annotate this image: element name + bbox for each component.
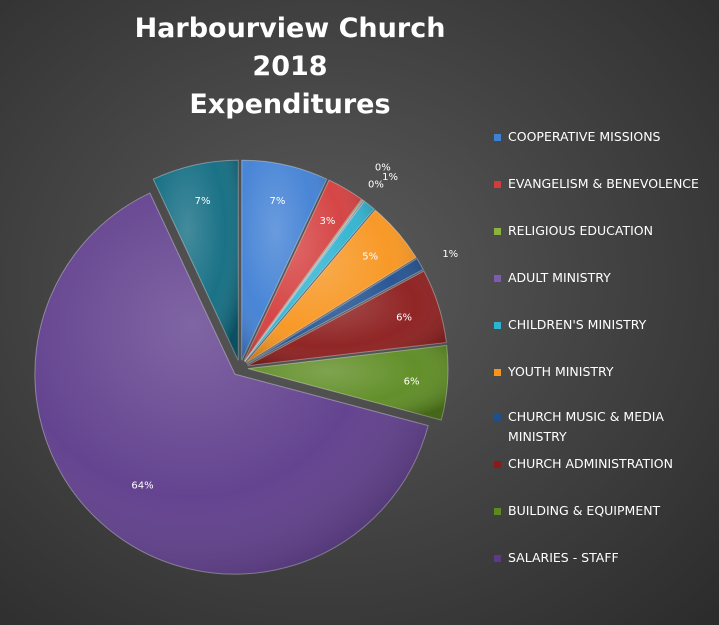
pie-data-label: 7% xyxy=(270,196,286,207)
pie-slice-shading xyxy=(247,345,448,421)
legend-swatch xyxy=(494,228,501,235)
pie-slice xyxy=(243,179,363,362)
legend-swatch xyxy=(494,508,501,515)
pie-slices xyxy=(34,159,449,575)
pie-slice xyxy=(247,270,447,367)
legend-item: SALARIES - STAFF xyxy=(492,548,717,595)
pie-slice xyxy=(245,209,417,364)
legend-swatch xyxy=(494,134,501,141)
pie-slice-shading xyxy=(244,180,362,362)
pie-data-label: 1% xyxy=(442,249,458,260)
legend-item: CHURCH ADMINISTRATION xyxy=(492,454,717,501)
legend-item: COOPERATIVE MISSIONS xyxy=(492,127,717,174)
pie-data-label: 1% xyxy=(382,172,398,183)
pie-data-label: 0% xyxy=(368,179,384,190)
pie-slice-shading xyxy=(153,160,239,361)
legend-swatch xyxy=(494,414,501,421)
legend-label: YOUTH MINISTRY xyxy=(508,364,614,379)
legend-swatch xyxy=(494,461,501,468)
legend-swatch xyxy=(494,555,501,562)
pie-slice xyxy=(34,192,429,575)
legend-label: RELIGIOUS EDUCATION xyxy=(508,223,653,238)
pie-data-label: 6% xyxy=(396,312,412,323)
legend-item: CHURCH MUSIC & MEDIA MINISTRY xyxy=(492,407,717,454)
legend-swatch xyxy=(494,275,501,282)
pie-slice-shading xyxy=(246,210,417,363)
legend-label: CHURCH MUSIC & MEDIA MINISTRY xyxy=(508,409,664,444)
pie-data-label: 6% xyxy=(404,376,420,387)
pie-slice-shading xyxy=(244,199,364,362)
pie-slice xyxy=(244,200,375,363)
pie-slice xyxy=(152,159,239,361)
pie-slice xyxy=(241,159,328,361)
legend-label: CHILDREN'S MINISTRY xyxy=(508,317,647,332)
legend-item: BUILDING & EQUIPMENT xyxy=(492,501,717,548)
pie-data-label: 64% xyxy=(131,481,153,492)
legend-label: EVANGELISM & BENEVOLENCE xyxy=(508,176,699,191)
legend: COOPERATIVE MISSIONS EVANGELISM & BENEVO… xyxy=(492,127,717,595)
pie-data-label: 3% xyxy=(319,216,335,227)
pie-slice xyxy=(247,344,449,421)
pie-slice xyxy=(244,199,365,362)
legend-swatch xyxy=(494,322,501,329)
pie-slice xyxy=(246,257,424,365)
pie-slice-shading xyxy=(241,160,327,361)
pie-slice-shading xyxy=(244,200,365,362)
legend-item: CHILDREN'S MINISTRY xyxy=(492,315,717,362)
legend-item: YOUTH MINISTRY xyxy=(492,362,717,407)
pie-slice-shading xyxy=(247,271,447,366)
pie-slice xyxy=(244,198,364,362)
legend-label: CHURCH ADMINISTRATION xyxy=(508,456,673,471)
legend-label: COOPERATIVE MISSIONS xyxy=(508,129,661,144)
pie-slice-shading xyxy=(246,258,424,364)
pie-data-labels: 7%3%0%0%1%5% 1%6%6%64%7% xyxy=(131,163,458,492)
pie-data-label: 7% xyxy=(195,196,211,207)
legend-item: EVANGELISM & BENEVOLENCE xyxy=(492,174,717,221)
legend-swatch xyxy=(494,369,501,376)
chart-title: Harbourview Church 2018 Expenditures xyxy=(110,10,470,124)
legend-label: SALARIES - STAFF xyxy=(508,550,619,565)
pie-slice-shading xyxy=(244,201,375,362)
pie-data-label: 0% xyxy=(375,163,391,174)
pie-data-label: 5% xyxy=(362,252,378,263)
legend-item: ADULT MINISTRY xyxy=(492,268,717,315)
legend-swatch xyxy=(494,181,501,188)
legend-item: RELIGIOUS EDUCATION xyxy=(492,221,717,268)
pie-slice-shading xyxy=(34,193,429,575)
legend-label: ADULT MINISTRY xyxy=(508,270,611,285)
chart-title-line-2: Expenditures xyxy=(189,89,391,120)
chart-title-line-1: Harbourview Church 2018 xyxy=(134,13,446,82)
legend-label: BUILDING & EQUIPMENT xyxy=(508,503,661,518)
